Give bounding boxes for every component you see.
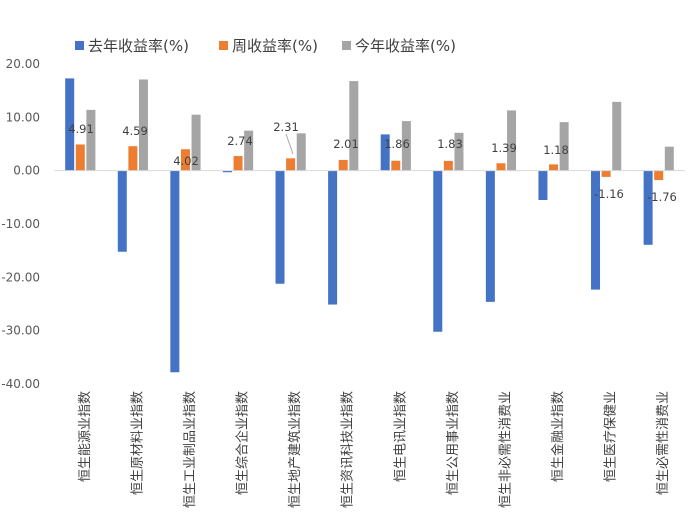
bar-last-year — [328, 170, 338, 305]
y-tick-label: -20.00 — [1, 270, 40, 284]
x-category-label: 恒生能源业指数 — [78, 391, 93, 482]
bar-last-year — [117, 170, 127, 252]
bar-this-year — [612, 101, 622, 171]
leader-line — [285, 133, 294, 155]
bar-last-year — [643, 170, 653, 245]
x-category-label: 恒生资讯科技业指数 — [341, 391, 356, 508]
data-label: 2.01 — [333, 137, 359, 151]
x-category-label: 恒生必需性消费业 — [656, 391, 671, 495]
bar-this-year — [507, 110, 517, 171]
y-tick-label: 20.00 — [6, 57, 40, 71]
data-label: 1.86 — [384, 137, 410, 151]
bar-week — [180, 149, 190, 171]
bar-this-year — [454, 132, 464, 171]
bar-this-year — [191, 114, 201, 171]
bar-last-year — [538, 170, 548, 200]
y-tick-label: -40.00 — [1, 377, 40, 391]
data-label: 1.83 — [437, 137, 463, 151]
data-label: 4.91 — [68, 122, 94, 136]
data-label: 2.31 — [273, 120, 299, 134]
bar-last-year — [222, 170, 232, 173]
bar-week — [443, 160, 453, 171]
x-category-label: 恒生综合企业指数 — [235, 391, 251, 495]
y-tick-label: -30.00 — [1, 324, 40, 338]
data-labels: 4.91 4.59 4.02 2.74 2.31 2.01 1.86 1.83 1.39 1.18… — [68, 120, 677, 204]
data-label: -1.76 — [647, 190, 677, 204]
bar-week — [654, 170, 664, 181]
y-axis: 20.00 10.00 0.00 -10.00 -20.00 -30.00 -40.00 — [1, 57, 40, 391]
x-category-label: 恒生原材料业指数 — [130, 391, 145, 495]
bar-this-year — [664, 146, 674, 171]
bar-week — [338, 159, 348, 171]
bar-last-year — [170, 170, 180, 373]
bar-last-year — [65, 78, 75, 171]
x-category-label: 恒生金融业指数 — [550, 391, 566, 482]
bar-week — [601, 170, 611, 177]
bar-last-year — [275, 170, 285, 284]
bar-week — [233, 156, 243, 171]
bar-week — [391, 160, 401, 171]
bar-this-year — [559, 122, 569, 171]
bars — [65, 78, 674, 373]
legend-swatch-week — [219, 41, 228, 50]
bar-week — [286, 158, 296, 171]
leader-lines — [285, 133, 294, 155]
bar-this-year — [401, 121, 411, 171]
data-label: 1.18 — [543, 143, 569, 157]
bar-this-year — [296, 133, 306, 171]
bar-this-year — [86, 109, 96, 171]
x-category-label: 恒生地产建筑业指数 — [287, 391, 303, 508]
bar-this-year — [349, 81, 359, 171]
legend: 去年收益率(%) 周收益率(%) 今年收益率(%) — [75, 37, 456, 55]
y-tick-label: 10.00 — [6, 110, 40, 124]
bar-week — [75, 144, 85, 171]
bar-this-year — [138, 79, 148, 171]
data-label: -1.16 — [594, 187, 624, 201]
legend-label-last-year: 去年收益率(%) — [88, 37, 189, 55]
x-axis: 恒生能源业指数 恒生原材料业指数 恒生工业制品业指数 恒生综合企业指数 恒生地产建筑业指… — [78, 391, 671, 508]
x-category-label: 恒生医疗保健业 — [604, 391, 619, 482]
y-tick-label: 0.00 — [13, 164, 40, 178]
data-label: 4.02 — [173, 154, 199, 168]
x-category-label: 恒生非必需性消费业 — [498, 391, 513, 508]
bar-last-year — [433, 170, 443, 332]
bar-last-year — [380, 134, 390, 171]
legend-label-week: 周收益率(%) — [232, 37, 318, 55]
bar-last-year — [591, 170, 601, 290]
bar-this-year — [244, 130, 254, 171]
x-category-label: 恒生工业制品业指数 — [183, 391, 198, 508]
bar-week — [496, 163, 506, 171]
data-label: 4.59 — [122, 124, 148, 138]
x-category-label: 恒生公用事业指数 — [446, 391, 461, 495]
legend-swatch-last-year — [75, 41, 84, 50]
bar-week — [549, 164, 559, 171]
legend-swatch-this-year — [342, 41, 351, 50]
bar-last-year — [485, 170, 495, 302]
bar-week — [128, 146, 138, 171]
data-label: 2.74 — [227, 134, 253, 148]
legend-label-this-year: 今年收益率(%) — [355, 37, 456, 55]
data-label: 1.39 — [491, 141, 517, 155]
y-tick-label: -10.00 — [1, 217, 40, 231]
x-category-label: 恒生电讯业指数 — [393, 391, 408, 482]
